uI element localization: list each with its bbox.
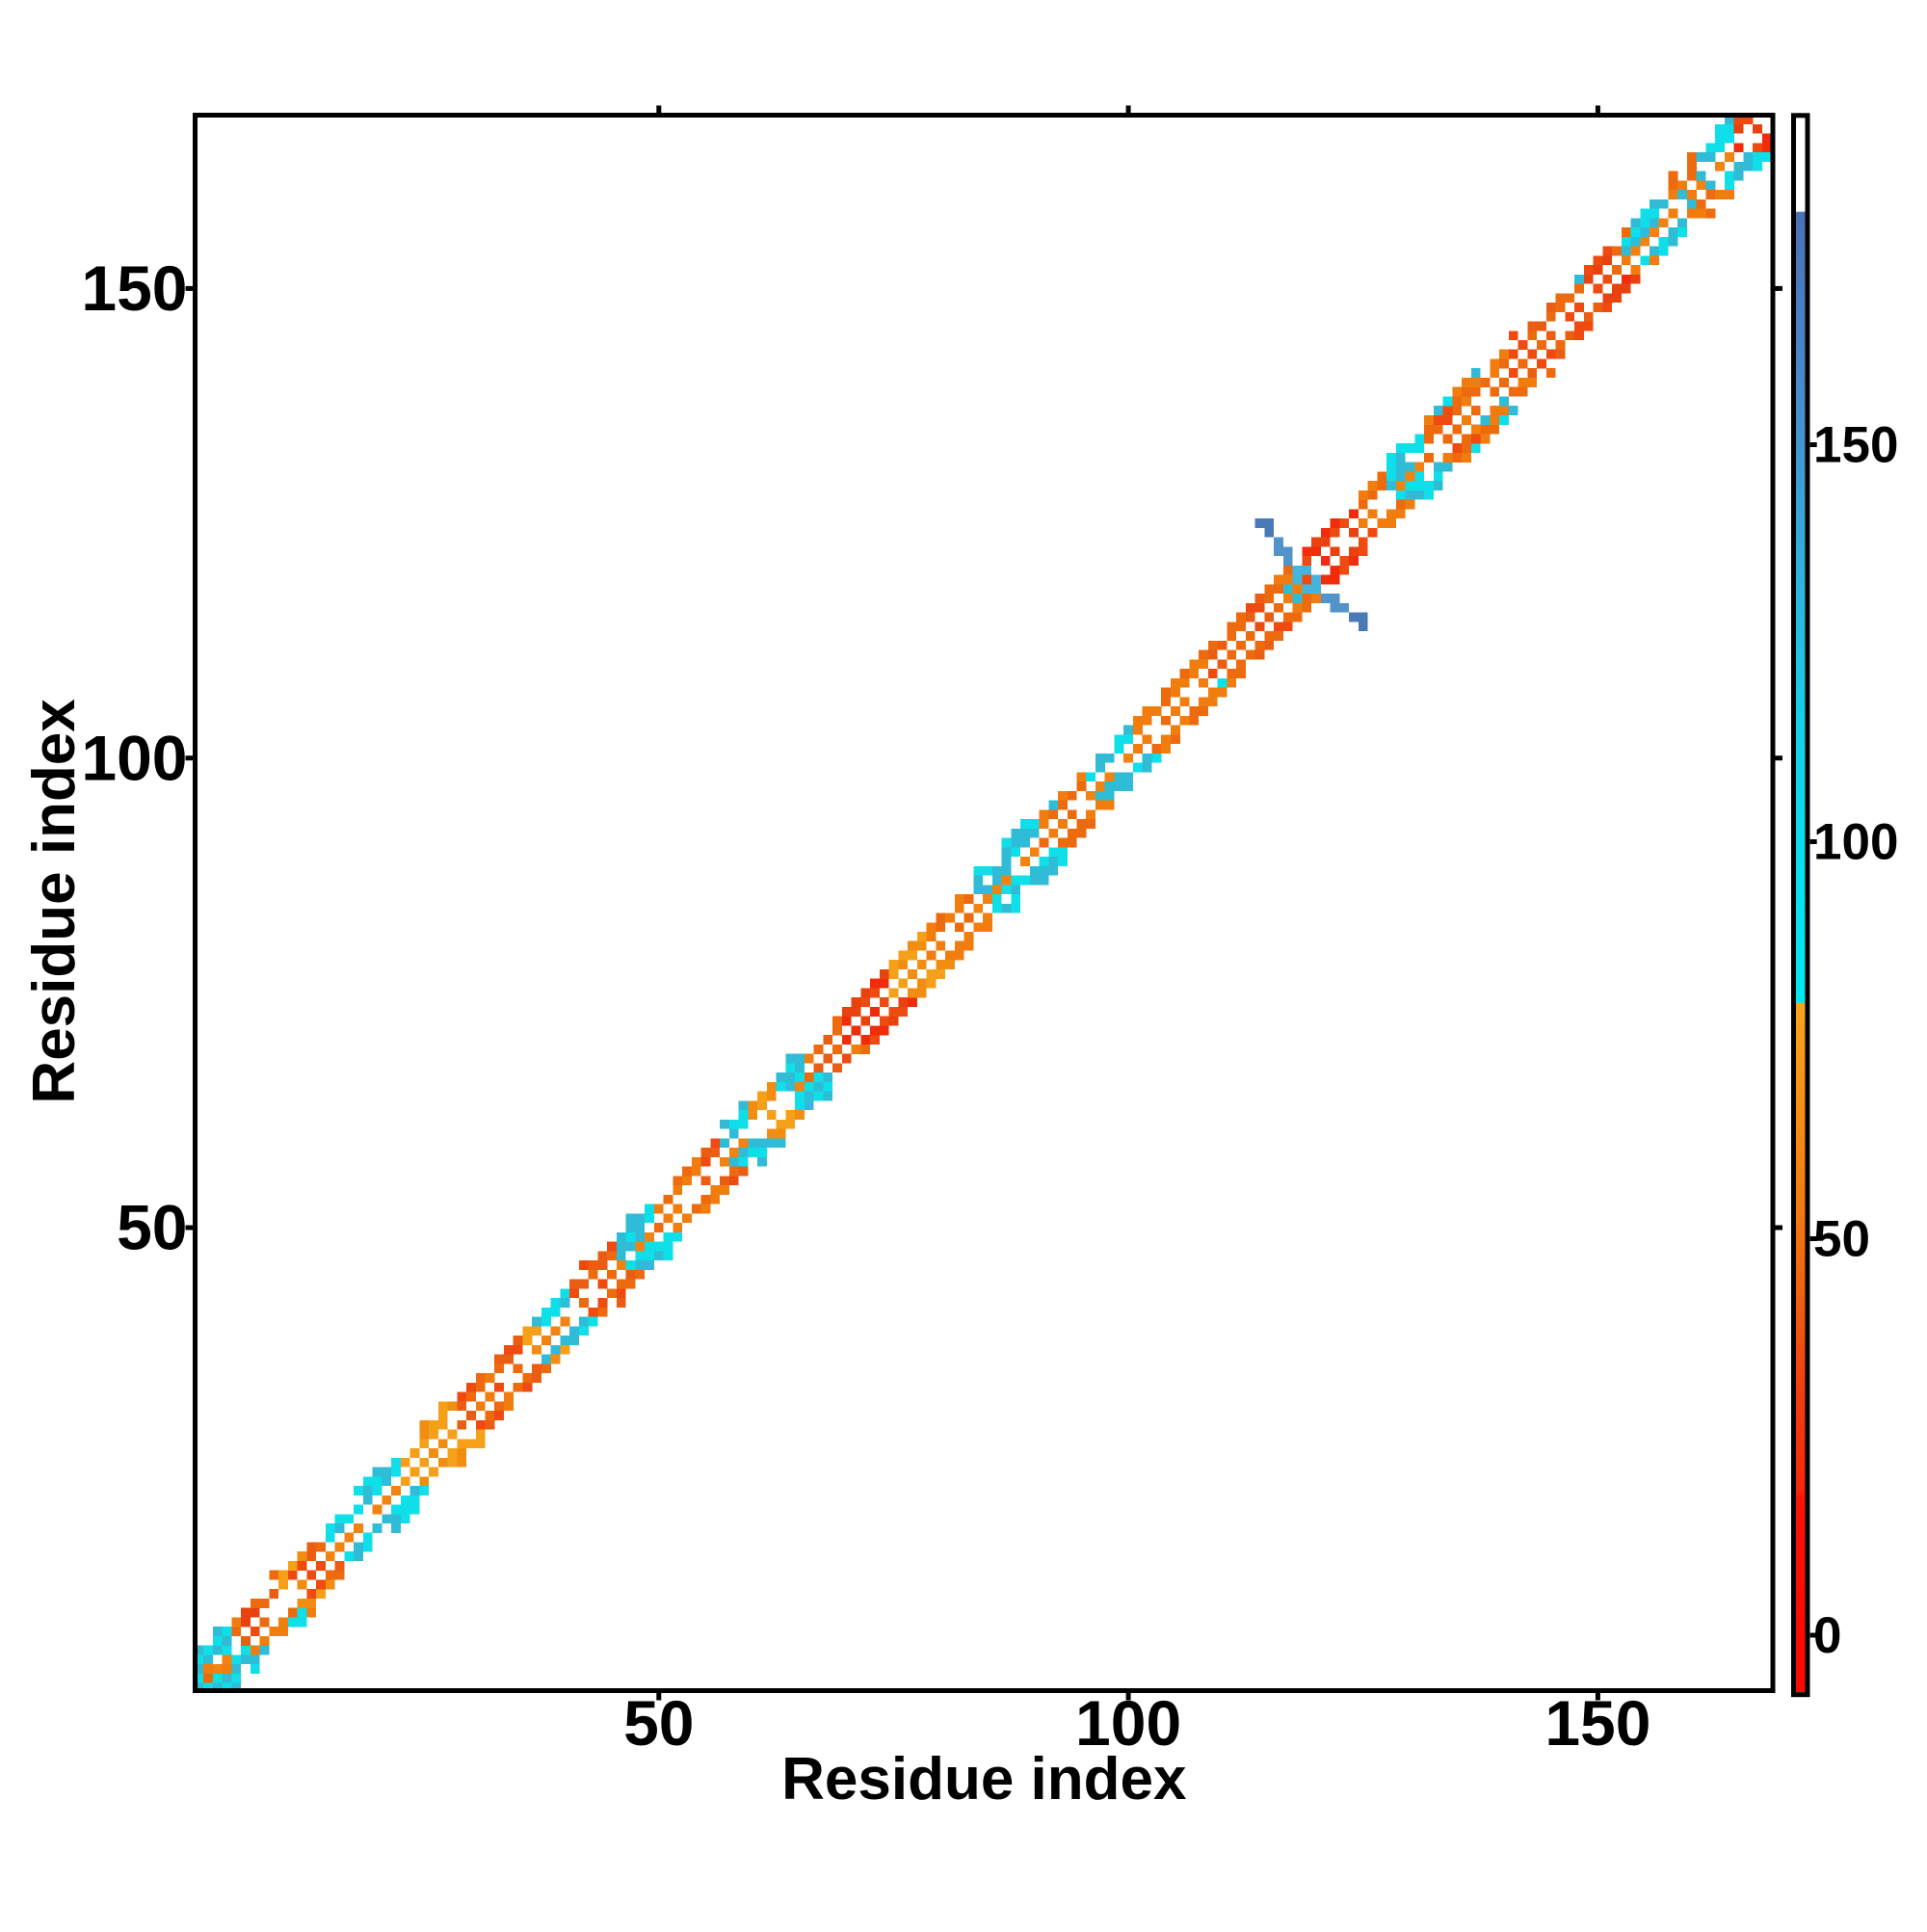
svg-text:50: 50 <box>1813 1211 1870 1268</box>
svg-text:150: 150 <box>1813 417 1898 474</box>
svg-text:50: 50 <box>117 1192 187 1263</box>
svg-text:100: 100 <box>81 722 187 793</box>
svg-text:100: 100 <box>1075 1687 1181 1759</box>
svg-text:150: 150 <box>81 252 187 324</box>
svg-text:Residue index: Residue index <box>21 699 88 1104</box>
svg-text:Residue index: Residue index <box>781 1746 1187 1813</box>
svg-text:100: 100 <box>1813 814 1898 871</box>
svg-text:150: 150 <box>1544 1687 1650 1759</box>
svg-text:50: 50 <box>623 1687 694 1759</box>
svg-text:0: 0 <box>1813 1607 1841 1664</box>
